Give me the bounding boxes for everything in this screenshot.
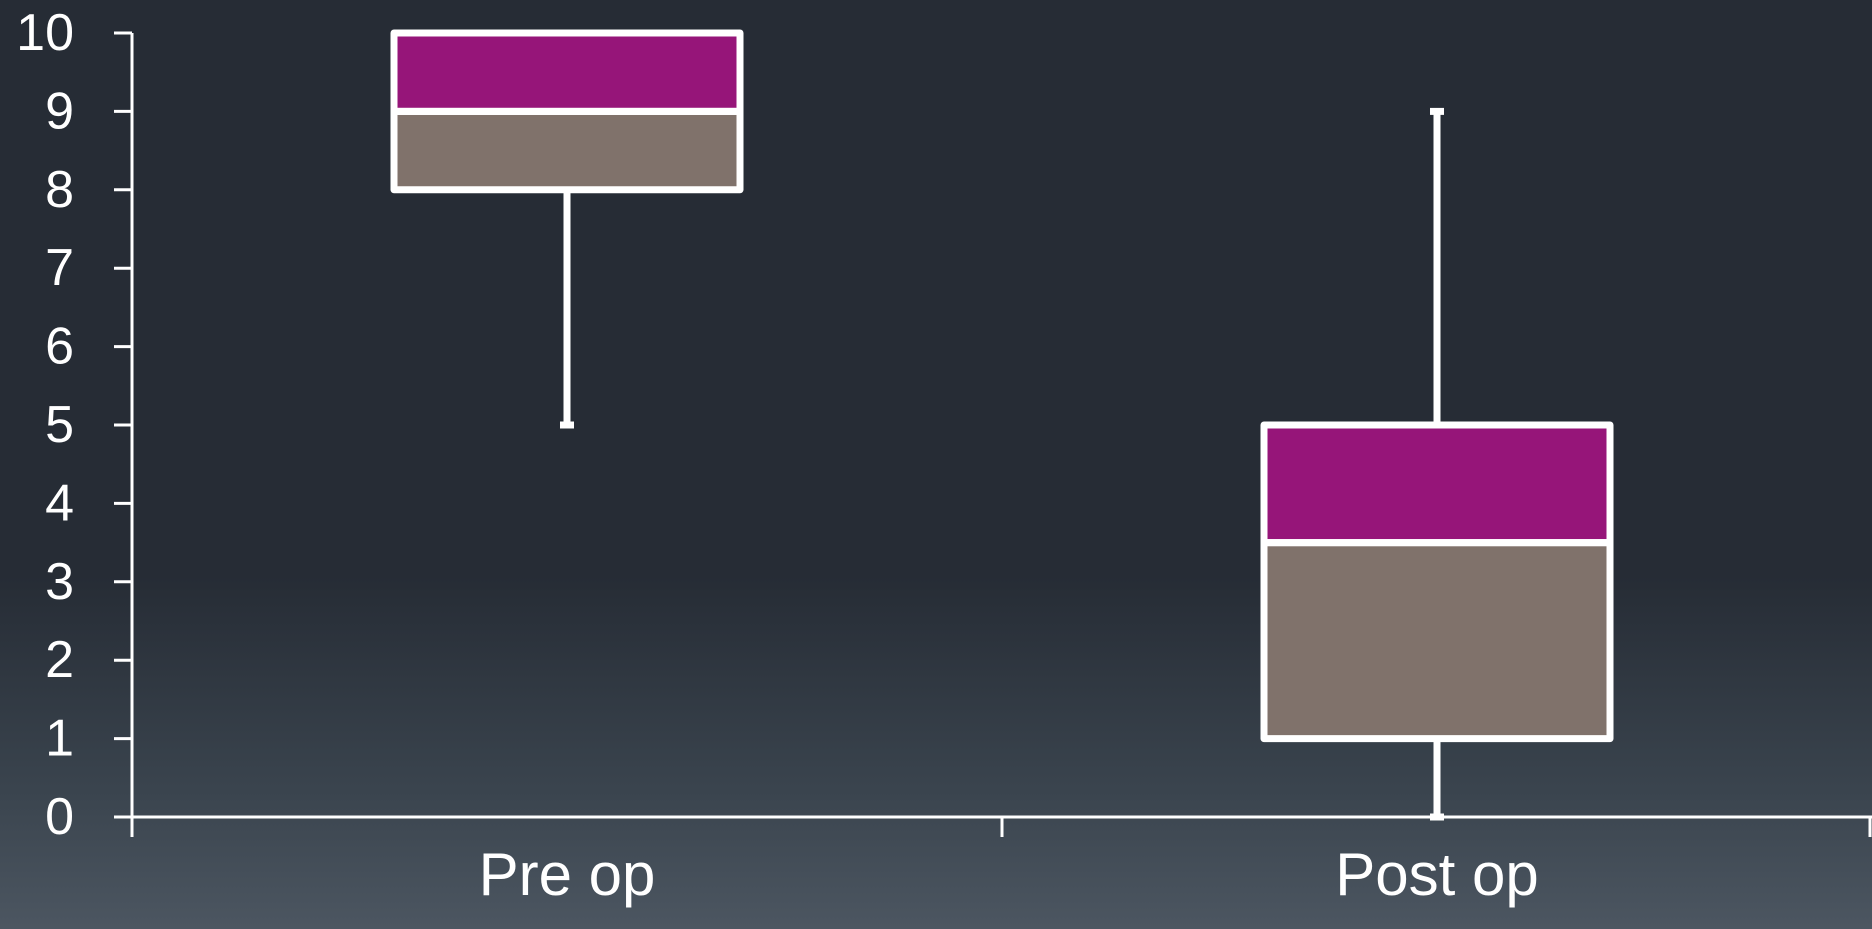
y-tick-label: 0 [45,788,74,846]
y-tick-label: 5 [45,396,74,454]
y-tick-label: 6 [45,318,74,376]
x-axis: Pre op Post op [130,815,1872,908]
y-axis: 0 1 2 3 4 5 6 7 8 9 10 [16,4,134,846]
y-tick-label: 2 [45,631,74,689]
x-category-label: Pre op [479,841,656,908]
y-tick-label: 10 [16,4,74,62]
upper-box [390,29,744,115]
x-category-label: Post op [1335,841,1538,908]
y-tick-label: 4 [45,474,74,532]
y-tick-label: 7 [45,239,74,297]
box-plot-series [390,29,1614,821]
box-post-op [1260,107,1614,821]
upper-box [1260,421,1614,547]
lower-box [1260,539,1614,743]
y-tick-label: 8 [45,161,74,219]
lower-box [390,107,744,194]
box-pre-op [390,29,744,429]
y-tick-label: 9 [45,82,74,140]
y-tick-label: 1 [45,710,74,768]
y-tick-label: 3 [45,553,74,611]
